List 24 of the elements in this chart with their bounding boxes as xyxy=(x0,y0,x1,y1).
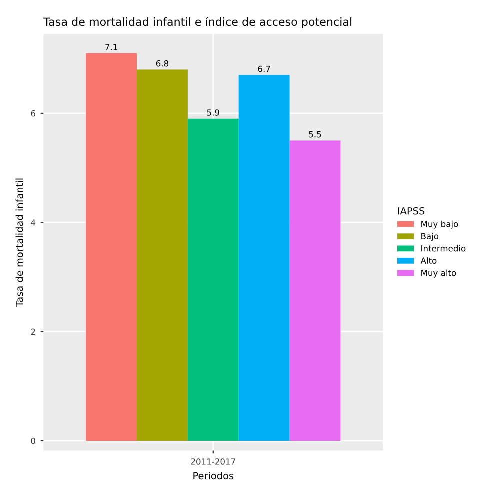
legend-label: Muy alto xyxy=(422,270,456,278)
legend-label: Intermedio xyxy=(422,245,466,252)
y-axis-title: Tasa de mortalidad infantil xyxy=(16,178,24,308)
bar xyxy=(86,53,138,441)
legend-label: Bajo xyxy=(422,233,439,242)
x-axis-title: Periodos xyxy=(194,472,234,480)
bar xyxy=(137,70,188,441)
bar xyxy=(188,118,239,441)
legend-title: IAPSS xyxy=(398,207,425,215)
legend-label: Muy bajo xyxy=(422,220,458,229)
y-tick-label: 0 xyxy=(31,438,36,444)
data-label: 7.1 xyxy=(106,44,118,50)
x-tick-label: 2011-2017 xyxy=(191,458,236,465)
data-label: 5.5 xyxy=(309,132,322,138)
bar xyxy=(238,75,290,441)
y-tick-label: 2 xyxy=(31,328,36,335)
y-tick-label: 6 xyxy=(31,110,36,117)
data-label: 6.8 xyxy=(156,60,169,67)
data-label: 5.9 xyxy=(207,110,220,116)
bar xyxy=(290,140,341,441)
data-label: 6.7 xyxy=(258,66,270,72)
chart-title: Tasa de mortalidad infantil e índice de acceso potencial xyxy=(44,17,352,28)
legend-label: Alto xyxy=(420,258,437,264)
y-tick-label: 4 xyxy=(31,220,36,226)
